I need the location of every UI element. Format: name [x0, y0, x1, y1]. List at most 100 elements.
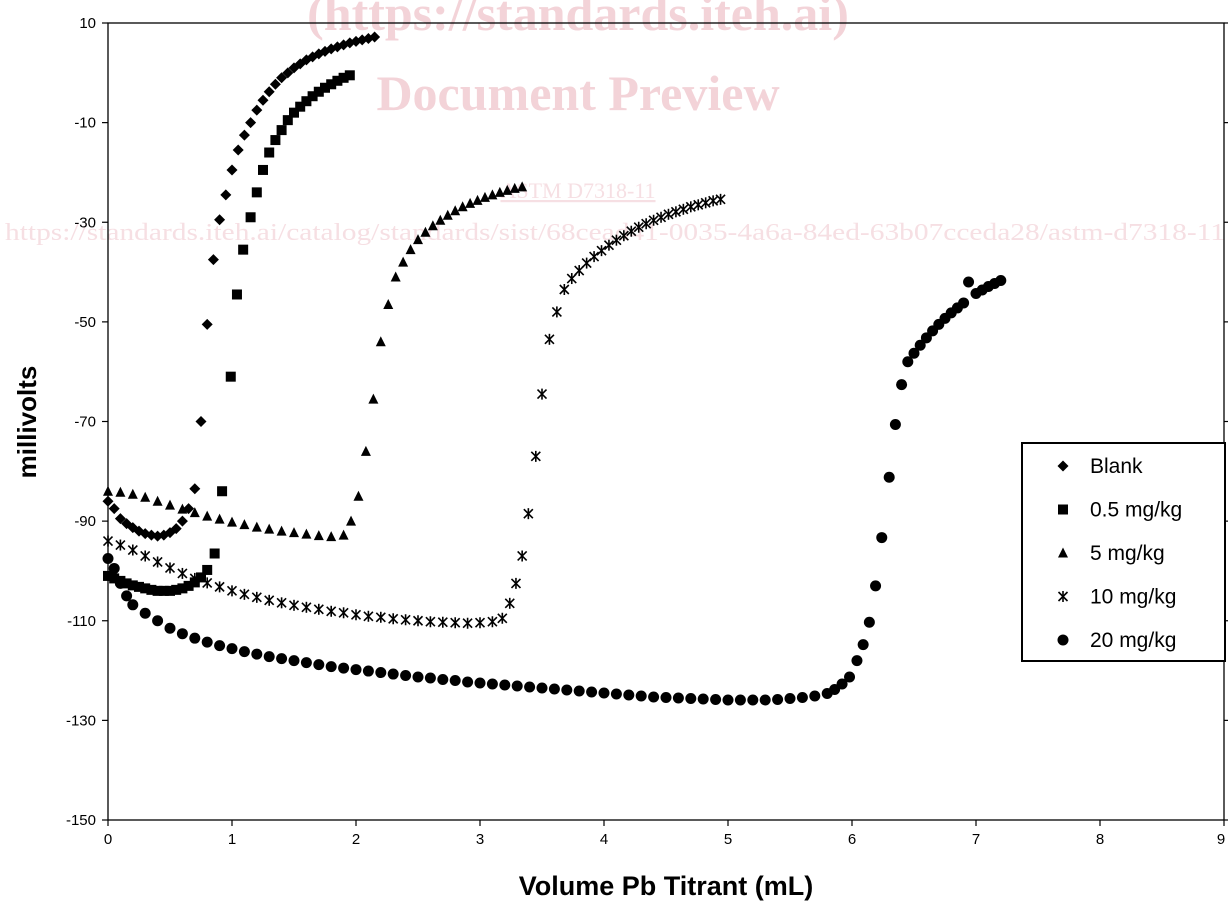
y-axis-title: millivolts — [12, 366, 42, 479]
data-point — [398, 256, 409, 267]
data-point — [610, 688, 622, 700]
data-point — [263, 86, 275, 98]
data-point — [889, 418, 901, 430]
data-point — [685, 200, 697, 214]
data-point — [424, 672, 436, 684]
data-point — [368, 393, 379, 404]
data-point — [660, 691, 672, 703]
data-point — [559, 283, 570, 296]
x-tick-label: 6 — [848, 831, 856, 848]
data-point — [226, 164, 238, 176]
data-point — [140, 491, 151, 502]
data-point — [870, 580, 882, 592]
data-point — [462, 676, 474, 688]
data-point — [375, 610, 387, 624]
data-point — [655, 210, 667, 224]
data-point — [139, 549, 151, 563]
y-axis: 10 -10 -30 -50 -70 -90 -110 -130 -150 — [66, 15, 1228, 829]
data-point — [648, 691, 660, 703]
data-point — [685, 692, 697, 704]
watermark-line-2: Document Preview — [376, 65, 779, 121]
data-point — [670, 205, 682, 219]
data-point — [876, 532, 888, 544]
data-point — [896, 379, 908, 391]
data-point — [548, 683, 560, 695]
data-point — [102, 552, 114, 564]
data-point — [231, 289, 242, 300]
data-point — [573, 685, 585, 697]
data-point — [362, 665, 374, 677]
data-point — [313, 602, 325, 616]
y-tick-label: -150 — [66, 812, 96, 829]
y-tick-label: -30 — [74, 214, 96, 231]
data-point — [251, 591, 263, 604]
data-point — [772, 693, 784, 705]
data-point — [207, 254, 219, 266]
x-axis: 0 1 2 3 4 5 6 7 8 9 — [104, 820, 1225, 848]
data-point — [487, 615, 498, 629]
y-tick-label: -50 — [74, 314, 96, 331]
data-point — [177, 567, 188, 580]
y-tick-label: -10 — [74, 115, 96, 132]
data-point — [588, 250, 600, 263]
data-point — [176, 628, 188, 640]
data-point — [390, 271, 401, 282]
data-point — [536, 682, 548, 694]
data-point — [325, 604, 337, 618]
data-point — [217, 486, 228, 497]
data-point — [360, 445, 371, 456]
data-point — [530, 450, 542, 463]
x-tick-label: 9 — [1217, 831, 1225, 848]
data-point — [963, 276, 975, 288]
data-point — [863, 616, 875, 628]
data-point — [437, 674, 449, 686]
data-point — [497, 611, 508, 625]
data-point — [313, 659, 325, 671]
data-point — [586, 686, 598, 698]
data-point — [288, 655, 300, 667]
series-asterisk — [102, 193, 726, 630]
data-point — [338, 662, 350, 674]
data-point — [561, 684, 573, 696]
data-point — [214, 640, 226, 652]
data-point — [344, 70, 355, 81]
data-point — [263, 651, 275, 663]
data-point — [710, 693, 722, 705]
data-point — [251, 521, 262, 532]
data-point — [504, 597, 516, 610]
data-point — [958, 297, 970, 309]
data-point — [264, 147, 275, 158]
series-diamond — [102, 31, 381, 542]
data-point — [108, 562, 120, 574]
data-point — [678, 202, 689, 216]
data-point — [152, 495, 163, 506]
data-point — [202, 564, 213, 575]
data-point — [127, 488, 138, 499]
data-point — [479, 191, 490, 202]
data-point — [226, 584, 238, 598]
data-point — [350, 608, 362, 622]
data-point — [516, 549, 528, 563]
data-point — [127, 599, 139, 611]
data-point — [551, 305, 563, 319]
legend-marker — [1058, 504, 1068, 515]
x-tick-label: 3 — [476, 831, 484, 848]
data-point — [108, 503, 120, 515]
data-point — [245, 117, 257, 129]
data-point — [400, 613, 411, 627]
data-point — [264, 523, 275, 534]
data-point — [263, 594, 275, 607]
data-point — [288, 599, 300, 612]
data-point — [851, 655, 863, 667]
legend-marker — [1057, 634, 1069, 646]
legend-label: 5 mg/kg — [1090, 542, 1165, 565]
data-point — [251, 648, 263, 660]
data-point — [692, 198, 704, 212]
data-point — [499, 679, 511, 691]
data-point — [164, 622, 176, 634]
data-point — [581, 256, 592, 270]
data-point — [276, 125, 287, 136]
data-point — [375, 336, 386, 347]
data-point — [375, 667, 387, 679]
data-point — [313, 530, 324, 541]
